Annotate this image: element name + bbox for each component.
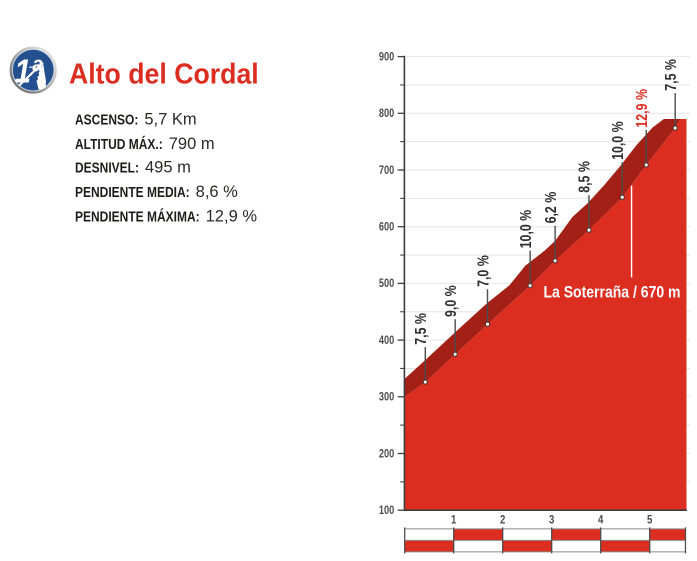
km-bar	[404, 527, 687, 554]
y-tick-label: 700	[379, 165, 395, 177]
header: 1ª Alto del Cordal	[9, 46, 259, 94]
km-bar-cell	[551, 528, 601, 541]
stat-value: 495 m	[145, 159, 191, 177]
stat-value: 8,6 %	[196, 183, 239, 201]
y-tick-label: 500	[379, 278, 395, 290]
gradient-dot	[643, 162, 649, 168]
mountain-icon	[36, 62, 46, 90]
km-bar-cell	[600, 540, 650, 552]
x-tick-label: 4	[598, 514, 603, 527]
km-bar-cell	[404, 540, 454, 552]
gradient-labels: 7,5 % 9,0 % 7,0 % 10,0 % 6,2 % 8,5 % 10,0 % 12,…	[412, 59, 680, 385]
km-bar-cell	[502, 528, 552, 541]
page-title: Alto del Cordal	[69, 57, 259, 89]
stat-label: PENDIENTE MEDIA:	[75, 184, 190, 201]
badge-inner-ring	[11, 48, 55, 92]
stat-value: 12,9 %	[206, 208, 258, 226]
summit-marker-label: La Soterraña / 670 m	[543, 283, 680, 301]
gradient-dot	[552, 258, 558, 264]
km-bar-cell	[551, 540, 601, 552]
km-bar-cell	[453, 540, 503, 552]
x-tick-label: 3	[549, 514, 554, 527]
stat-value: 790 m	[169, 135, 215, 153]
category-badge: 1ª	[9, 46, 57, 94]
y-tick-label: 300	[379, 392, 395, 404]
km-bar-cell	[649, 528, 686, 541]
y-tick-label: 600	[379, 222, 395, 234]
y-tick-label: 400	[379, 335, 395, 347]
badge-inner: 1ª	[12, 53, 46, 92]
gradient-label: 9,0 %	[442, 285, 460, 317]
stat-label: ALTITUD MÁX.:	[75, 136, 163, 153]
gradient-dot	[422, 379, 428, 385]
km-bar-cell	[502, 540, 552, 552]
km-bar-cell	[600, 528, 650, 541]
gradient-label: 7,5 %	[662, 59, 680, 91]
y-tick-label: 200	[379, 448, 395, 460]
gradient-label: 8,5 %	[575, 161, 593, 193]
y-tick-label: 100	[379, 505, 395, 517]
gradient-label: 6,2 %	[542, 191, 560, 223]
climb-band	[404, 119, 681, 397]
km-bar-cell	[453, 528, 503, 541]
gradient-dot	[452, 351, 458, 357]
stat-label: PENDIENTE MÁXIMA:	[75, 208, 200, 225]
km-bar-cell	[649, 540, 686, 552]
gradient-dot	[586, 227, 592, 233]
x-tick-label: 5	[647, 514, 652, 527]
y-tick-label: 900	[379, 52, 395, 64]
gradient-dot	[619, 194, 625, 200]
x-tick-label: 2	[500, 514, 505, 527]
climb-area	[404, 119, 687, 511]
stats-list: ASCENSO: 5,7 Km ALTITUD MÁX.: 790 m DESNIVEL…	[75, 111, 257, 226]
y-tick-label: 800	[379, 108, 395, 120]
gradient-label: 10,0 %	[609, 121, 627, 160]
stat-value: 5,7 Km	[144, 111, 196, 129]
gradient-label: 7,5 %	[412, 313, 430, 345]
stat-label: ASCENSO:	[75, 111, 138, 128]
gradient-dot	[484, 321, 491, 327]
axes: 100 200 300 400 500 600 700 800 900 1 2 3 4 5	[379, 52, 687, 527]
gradient-dot	[527, 283, 533, 289]
badge-text: 1ª	[15, 53, 44, 90]
gradient-label: 12,9 %	[633, 89, 651, 128]
gradient-label: 10,0 %	[517, 209, 535, 248]
gradient-label: 7,0 %	[474, 255, 492, 287]
gradient-dot	[672, 125, 678, 131]
km-bar-cell	[404, 528, 454, 541]
x-tick-label: 1	[451, 514, 456, 527]
stat-label: DESNIVEL:	[75, 159, 139, 176]
